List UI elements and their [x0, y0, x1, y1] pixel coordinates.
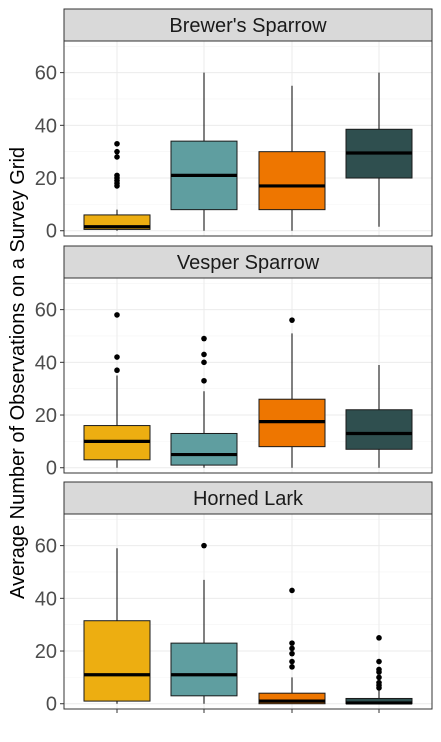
- outlier-point: [114, 172, 120, 179]
- outlier-point: [114, 367, 120, 374]
- y-tick-label: 40: [35, 588, 57, 610]
- facet-panel: Brewer's Sparrow 0 20 40 60: [35, 8, 433, 243]
- box: [345, 409, 413, 450]
- y-tick-label: 60: [35, 536, 57, 558]
- facet-strip-label: Vesper Sparrow: [177, 252, 320, 274]
- y-tick-label: 40: [35, 115, 57, 137]
- box: [170, 642, 238, 697]
- facet-panel: Horned Lark 0 20 40 60: [35, 481, 433, 716]
- outlier-point: [289, 645, 295, 652]
- facet-strip: [63, 481, 433, 515]
- box: [170, 432, 238, 466]
- y-tick-label: 60: [35, 63, 57, 85]
- outlier-point: [289, 664, 295, 670]
- y-tick-label: 60: [35, 300, 57, 322]
- outlier-point: [376, 679, 382, 686]
- y-tick-label: 20: [35, 641, 57, 663]
- outlier-point: [114, 154, 120, 160]
- outlier-point: [289, 317, 295, 323]
- facet-strip-label: Horned Lark: [193, 488, 304, 510]
- outlier-point: [114, 148, 120, 155]
- outlier-point: [201, 351, 207, 358]
- outlier-point: [376, 674, 382, 681]
- y-tick-label: 20: [35, 405, 57, 427]
- outlier-point: [289, 587, 295, 594]
- panel-border: [63, 513, 433, 710]
- outlier-point: [289, 650, 295, 657]
- y-tick-label: 0: [46, 458, 57, 480]
- y-tick-label: 40: [35, 352, 57, 374]
- box: [83, 620, 151, 702]
- outlier-point: [289, 640, 295, 646]
- box: [258, 151, 326, 211]
- outlier-point: [201, 359, 207, 366]
- outlier-point: [114, 312, 120, 318]
- outlier-point: [289, 658, 295, 665]
- outlier-point: [114, 354, 120, 360]
- panel-border: [63, 40, 433, 237]
- facet-strip: [63, 8, 433, 42]
- facet-panel: Vesper Sparrow 0 20 40 60: [35, 245, 433, 480]
- outlier-point: [114, 140, 120, 147]
- facet-strip-label: Brewer's Sparrow: [169, 15, 327, 37]
- facet-panels: Brewer's Sparrow 0 20 40 60 Vesper Sparrow 0 20…: [35, 8, 433, 716]
- outlier-point: [376, 658, 382, 665]
- panel-border: [63, 277, 433, 474]
- y-tick-label: 20: [35, 168, 57, 190]
- y-tick-label: 0: [46, 694, 57, 716]
- outlier-point: [201, 335, 207, 342]
- outlier-point: [376, 635, 382, 641]
- outlier-point: [201, 377, 207, 384]
- box: [258, 692, 326, 705]
- y-axis-title: Average Number of Observations on a Surv…: [7, 147, 29, 599]
- outlier-point: [376, 666, 382, 673]
- outlier-point: [201, 542, 207, 549]
- y-tick-label: 0: [46, 221, 57, 243]
